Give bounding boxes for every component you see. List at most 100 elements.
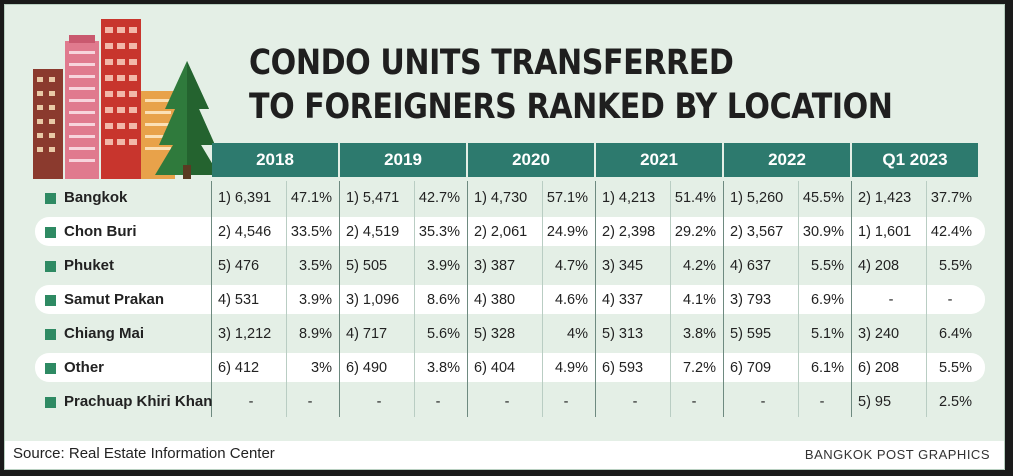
infographic-frame: CONDO UNITS TRANSFERRED TO FOREIGNERS RA…: [4, 4, 1005, 470]
rank-value: 6) 593: [602, 360, 644, 376]
share-value: 33.5%: [290, 224, 332, 240]
rank-value: 4) 717: [346, 326, 388, 342]
source-note: Source: Real Estate Information Center: [13, 445, 275, 462]
row-band: [35, 217, 985, 246]
building-red-tall: [101, 19, 141, 179]
row-bullet-icon: [45, 226, 56, 238]
row-band: [35, 353, 985, 382]
rank-value: -: [376, 394, 382, 410]
share-value: 4.9%: [554, 360, 588, 376]
share-value: 42.7%: [418, 190, 460, 206]
rank-value: 5) 595: [730, 326, 772, 342]
share-value: 4.1%: [682, 292, 716, 308]
row-label-text: Samut Prakan: [64, 291, 165, 308]
share-value: -: [435, 394, 441, 410]
rank-value: 2) 2,398: [602, 224, 656, 240]
share-value: 5.5%: [938, 360, 972, 376]
row-label: Chiang Mai: [45, 324, 144, 344]
cell-divider: [670, 181, 671, 417]
share-value: 30.9%: [802, 224, 844, 240]
row-bullet-icon: [45, 192, 56, 204]
share-value: 35.3%: [418, 224, 460, 240]
rank-value: 6) 709: [730, 360, 772, 376]
rank-value: 4) 637: [730, 258, 772, 274]
share-value: 3.8%: [426, 360, 460, 376]
share-value: 6.1%: [810, 360, 844, 376]
share-value: 4.7%: [554, 258, 588, 274]
rank-value: 2) 2,061: [474, 224, 528, 240]
row-label: Bangkok: [45, 188, 127, 208]
share-value: 3.9%: [426, 258, 460, 274]
buildings-illustration: [33, 19, 219, 179]
cell-divider: [414, 181, 415, 417]
cell-divider: [542, 181, 543, 417]
graphics-credit: BANGKOK POST GRAPHICS: [804, 447, 990, 462]
column-divider: [467, 181, 468, 417]
title-line-1: CONDO UNITS TRANSFERRED: [249, 43, 734, 83]
row-bullet-icon: [45, 328, 56, 340]
rank-value: 6) 412: [218, 360, 260, 376]
rank-value: 6) 208: [858, 360, 900, 376]
rank-value: 1) 5,471: [346, 190, 400, 206]
share-value: 3.8%: [682, 326, 716, 342]
share-value: 6.4%: [938, 326, 972, 342]
rank-value: 1) 6,391: [218, 190, 272, 206]
rank-value: 5) 313: [602, 326, 644, 342]
share-value: 51.4%: [674, 190, 716, 206]
rank-value: 1) 5,260: [730, 190, 784, 206]
column-header: 2019: [340, 143, 466, 177]
cell-divider: [926, 181, 927, 417]
chart-title: CONDO UNITS TRANSFERRED TO FOREIGNERS RA…: [249, 41, 893, 129]
building-left: [33, 69, 63, 179]
row-label: Samut Prakan: [45, 290, 164, 310]
row-label: Phuket: [45, 256, 114, 276]
share-value: 5.5%: [938, 258, 972, 274]
rank-value: 3) 345: [602, 258, 644, 274]
row-bullet-icon: [45, 294, 56, 306]
row-label-text: Chon Buri: [64, 223, 137, 240]
share-value: 3%: [311, 360, 332, 376]
share-value: 8.6%: [426, 292, 460, 308]
share-value: 4%: [567, 326, 588, 342]
title-line-2: TO FOREIGNERS RANKED BY LOCATION: [249, 87, 893, 127]
share-value: -: [691, 394, 697, 410]
share-value: 4.6%: [554, 292, 588, 308]
rank-value: 6) 490: [346, 360, 388, 376]
rank-value: 4) 380: [474, 292, 516, 308]
share-value: 7.2%: [682, 360, 716, 376]
rank-value: 2) 3,567: [730, 224, 784, 240]
row-label-text: Prachuap Khiri Khan: [64, 393, 213, 410]
rank-value: 4) 531: [218, 292, 260, 308]
rank-value: -: [760, 394, 766, 410]
row-label: Other: [45, 358, 104, 378]
rank-value: 6) 404: [474, 360, 516, 376]
share-value: 37.7%: [930, 190, 972, 206]
column-header: 2020: [468, 143, 594, 177]
rank-value: -: [504, 394, 510, 410]
rank-value: 2) 4,546: [218, 224, 272, 240]
rank-value: 3) 1,096: [346, 292, 400, 308]
share-value: 57.1%: [546, 190, 588, 206]
column-divider: [723, 181, 724, 417]
rank-value: 2) 4,519: [346, 224, 400, 240]
row-bullet-icon: [45, 396, 56, 408]
share-value: -: [947, 292, 953, 308]
share-value: 5.6%: [426, 326, 460, 342]
rank-value: -: [888, 292, 894, 308]
share-value: 4.2%: [682, 258, 716, 274]
row-label-text: Chiang Mai: [64, 325, 145, 342]
pine-tree: [155, 61, 219, 179]
row-label-text: Other: [64, 359, 105, 376]
column-divider: [595, 181, 596, 417]
rank-value: 5) 476: [218, 258, 260, 274]
share-value: -: [563, 394, 569, 410]
column-header: 2022: [724, 143, 850, 177]
rank-value: 3) 387: [474, 258, 516, 274]
rank-value: 1) 4,730: [474, 190, 528, 206]
row-label: Chon Buri: [45, 222, 137, 242]
share-value: 6.9%: [810, 292, 844, 308]
share-value: 5.1%: [810, 326, 844, 342]
rank-value: 1) 1,601: [858, 224, 912, 240]
rank-value: -: [632, 394, 638, 410]
rank-value: 4) 337: [602, 292, 644, 308]
